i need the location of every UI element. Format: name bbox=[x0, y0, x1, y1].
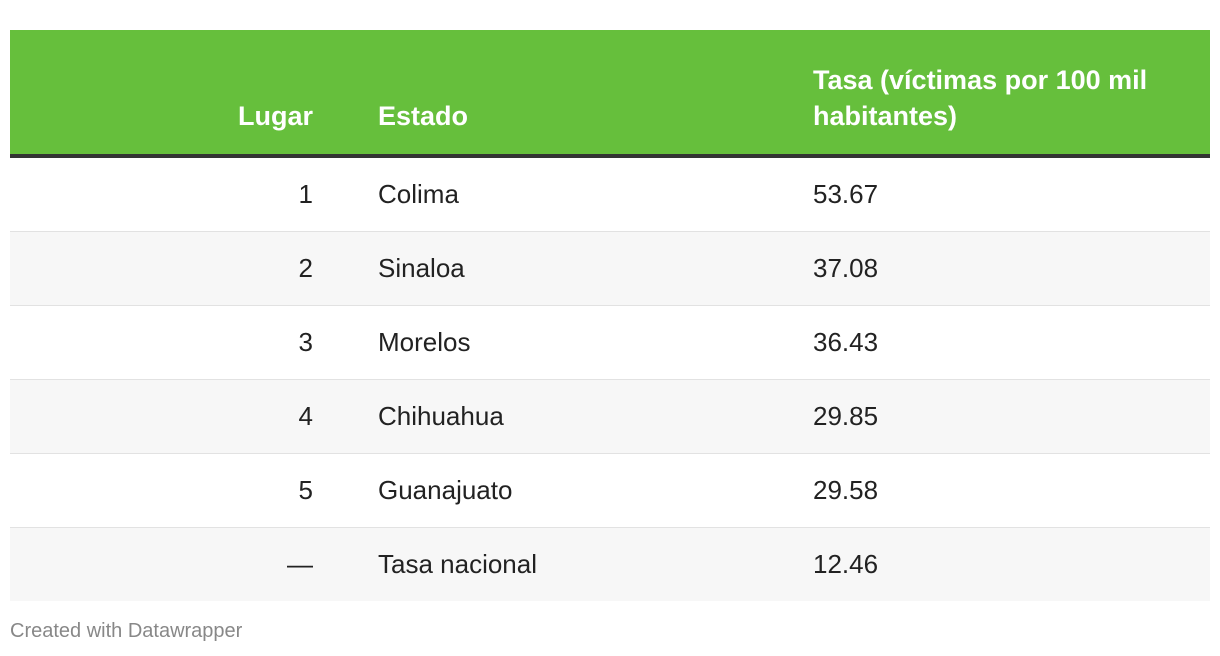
table-cell: 3 bbox=[10, 305, 345, 380]
table-row: 3 Morelos 36.43 bbox=[10, 305, 1210, 380]
header-cell: Lugar bbox=[10, 30, 345, 158]
table-cell: 5 bbox=[10, 453, 345, 528]
table-cell: Sinaloa bbox=[345, 231, 780, 306]
table-cell: Morelos bbox=[345, 305, 780, 380]
table-cell: Guanajuato bbox=[345, 453, 780, 528]
table-cell: Tasa nacional bbox=[345, 527, 780, 601]
header-cell: Estado bbox=[345, 30, 780, 158]
header-row: Lugar Estado Tasa (víctimas por 100 mil … bbox=[10, 30, 1210, 158]
table-row: 2 Sinaloa 37.08 bbox=[10, 231, 1210, 306]
table-row: 1 Colima 53.67 bbox=[10, 156, 1210, 232]
table-body: 1 Colima 53.67 2 Sinaloa 37.08 3 Morelos 36.43 4 C… bbox=[10, 156, 1210, 601]
table-cell: 36.43 bbox=[780, 305, 1210, 380]
footer: Created with Datawrapper bbox=[10, 620, 243, 642]
table-cell: 4 bbox=[10, 379, 345, 454]
table-cell: 29.85 bbox=[780, 379, 1210, 454]
table-row: 5 Guanajuato 29.58 bbox=[10, 453, 1210, 528]
table-cell: 12.46 bbox=[780, 527, 1210, 601]
table-cell: 37.08 bbox=[780, 231, 1210, 306]
table-cell: 53.67 bbox=[780, 156, 1210, 232]
table-cell: 1 bbox=[10, 156, 345, 232]
header-cell: Tasa (víctimas por 100 mil habitantes) bbox=[780, 30, 1210, 158]
table-header: Lugar Estado Tasa (víctimas por 100 mil … bbox=[10, 30, 1210, 158]
table-cell: Chihuahua bbox=[345, 379, 780, 454]
table-row: 4 Chihuahua 29.85 bbox=[10, 379, 1210, 454]
table-cell: 2 bbox=[10, 231, 345, 306]
table-cell: — bbox=[10, 527, 345, 601]
data-table: Lugar Estado Tasa (víctimas por 100 mil … bbox=[10, 30, 1210, 601]
table-row: — Tasa nacional 12.46 bbox=[10, 527, 1210, 601]
table-cell: Colima bbox=[345, 156, 780, 232]
table-cell: 29.58 bbox=[780, 453, 1210, 528]
